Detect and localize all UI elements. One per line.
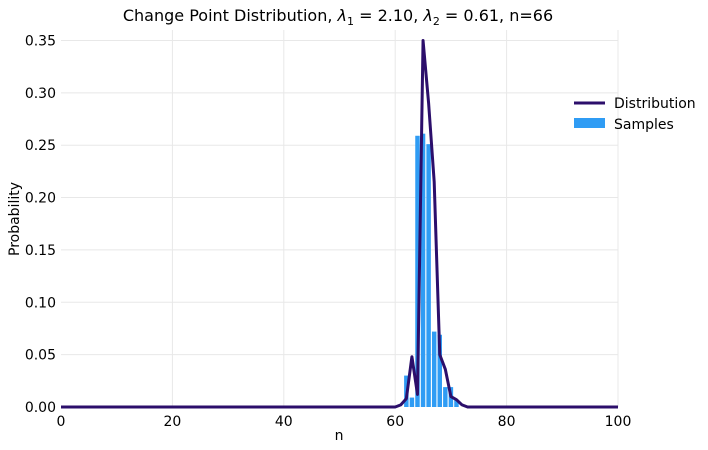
y-tick-label: 0.20 [25, 191, 56, 207]
distribution-line-group [61, 38, 618, 409]
legend: Distribution Samples [574, 96, 696, 133]
sample-bar [431, 331, 437, 407]
legend-samples-swatch [574, 118, 605, 128]
title-prefix: Change Point Distribution, [123, 6, 338, 25]
y-tick-label: 0.10 [25, 295, 56, 311]
y-tick-label: 0.05 [25, 348, 56, 364]
sample-bar [409, 397, 415, 407]
y-tick-label: 0.15 [25, 243, 56, 259]
distribution-line [61, 38, 618, 409]
x-tick-label: 60 [386, 414, 404, 430]
title-lambda1-value: 2.10 [378, 6, 414, 25]
chart-title: Change Point Distribution, λ1 = 2.10, λ2… [123, 6, 553, 28]
x-tick-label: 40 [275, 414, 293, 430]
legend-distribution-label: Distribution [614, 96, 696, 112]
sample-bar [437, 334, 442, 407]
x-tick-label: 0 [57, 414, 66, 430]
x-axis-label: n [335, 428, 344, 444]
y-tick-label: 0.00 [25, 400, 56, 416]
legend-samples-label: Samples [614, 117, 674, 133]
x-tick-label: 80 [498, 414, 516, 430]
y-tick-label: 0.25 [25, 138, 56, 154]
y-tick-label: 0.30 [25, 86, 56, 102]
y-tick-label: 0.35 [25, 33, 56, 49]
title-lambda2-value: 0.61 [463, 6, 499, 25]
grid-lines [61, 30, 619, 407]
y-axis-ticks: 0.00 0.05 0.10 0.15 0.20 0.25 0.30 0.35 [25, 33, 56, 416]
title-n-part: n=66 [509, 6, 553, 25]
sample-bar [426, 144, 431, 407]
sample-bar [420, 133, 426, 408]
x-tick-label: 100 [605, 414, 632, 430]
sample-bar [415, 135, 420, 407]
sample-bar [443, 387, 448, 407]
y-axis-label: Probability [7, 182, 23, 256]
x-tick-label: 20 [163, 414, 181, 430]
sample-bar [454, 399, 459, 407]
x-axis-ticks: 0 20 40 60 80 100 [57, 414, 632, 430]
